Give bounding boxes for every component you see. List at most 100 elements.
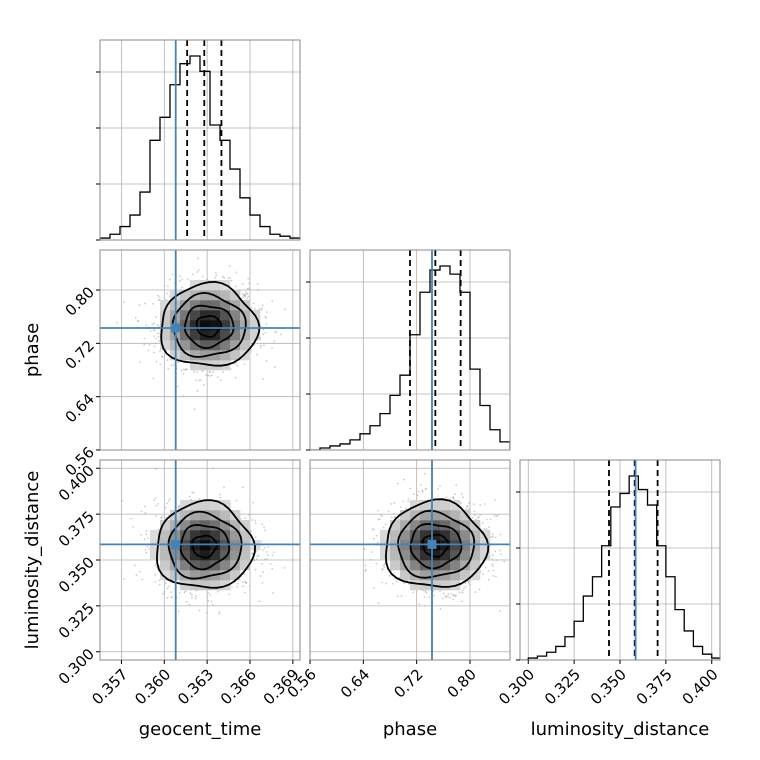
density-cell [190, 550, 201, 561]
sample-point [197, 257, 199, 260]
sample-point [252, 302, 255, 305]
sample-point [167, 285, 169, 288]
density-cell [220, 310, 231, 321]
sample-point [265, 558, 268, 560]
sample-point [265, 323, 268, 325]
density-cell [190, 570, 201, 581]
sample-point [483, 503, 486, 505]
sample-point [487, 526, 490, 529]
density-cell [230, 340, 241, 351]
sample-point [489, 518, 492, 521]
density-cell [200, 500, 211, 511]
sample-point [492, 575, 495, 577]
sample-point [376, 541, 379, 544]
sample-point [483, 527, 486, 530]
sample-point [235, 499, 238, 502]
density-cell [210, 500, 221, 511]
sample-point [207, 374, 210, 377]
sample-point [423, 472, 426, 475]
sample-point [413, 493, 415, 495]
sample-point [170, 591, 173, 594]
density-cell [200, 350, 211, 361]
ytick-phase-2: 0.72 [62, 337, 98, 373]
sample-point [439, 608, 442, 610]
density-cell [160, 550, 171, 561]
ytick-phase-1: 0.64 [62, 390, 98, 426]
sample-point [263, 344, 265, 347]
sample-point [195, 595, 198, 598]
xtick-phase-2: 0.72 [390, 665, 426, 701]
sample-point [418, 603, 421, 606]
sample-point [155, 337, 158, 340]
sample-point [134, 564, 136, 567]
contour-level-3 [155, 499, 257, 589]
sample-point [267, 554, 269, 557]
sample-point [267, 546, 270, 548]
sample-point [201, 275, 204, 278]
sample-point [251, 519, 254, 521]
sample-point [272, 592, 274, 594]
density-phase-luminosity_distance-plot [310, 460, 510, 660]
sample-point [183, 591, 186, 594]
density-cell [190, 320, 201, 331]
density-cell [400, 520, 411, 531]
density-geocent_time-luminosity_distance-plot [100, 460, 300, 660]
sample-point [258, 600, 261, 603]
sample-point [257, 289, 260, 291]
density-cell [410, 510, 421, 521]
sample-point [216, 590, 219, 593]
density-cell [150, 530, 161, 541]
sample-point [229, 276, 232, 279]
sample-point [143, 538, 146, 541]
sample-point [467, 581, 470, 584]
sample-point [448, 596, 451, 599]
density-cell [410, 580, 421, 591]
sample-point [363, 548, 366, 550]
sample-point [447, 593, 450, 596]
sample-point [236, 585, 238, 588]
sample-point [503, 560, 506, 563]
density-cell [420, 510, 431, 521]
density-cell [190, 530, 201, 541]
density-cell [250, 320, 261, 331]
sample-point [246, 297, 248, 300]
sample-point [205, 611, 208, 614]
sample-point [261, 549, 264, 552]
sample-point [200, 379, 202, 382]
sample-point [167, 367, 170, 370]
sample-point [218, 612, 221, 615]
density-cell [200, 300, 211, 311]
sample-point [261, 562, 263, 565]
xtick-geocent_time-1: 0.360 [131, 665, 174, 708]
sample-point [236, 582, 239, 585]
sample-point [154, 580, 157, 583]
density-cell [210, 530, 221, 541]
density-cell [410, 500, 421, 511]
density-cell [230, 570, 241, 581]
density-cell [460, 510, 471, 521]
sample-point [136, 320, 139, 323]
density-cell [470, 530, 481, 541]
sample-point [272, 551, 275, 554]
density-cell [240, 350, 251, 361]
density-cell [180, 560, 191, 571]
xtick-luminosity_distance-1: 0.325 [541, 665, 584, 708]
sample-point [396, 482, 399, 485]
density-cell [230, 550, 241, 561]
sample-point [153, 345, 156, 348]
density-cell [220, 290, 231, 301]
contour-level-1 [183, 304, 235, 350]
sample-point [262, 329, 265, 331]
sample-point [186, 600, 188, 603]
density-cell [240, 560, 251, 571]
sample-point [247, 295, 250, 298]
sample-point [146, 545, 149, 548]
density-cell [450, 530, 461, 541]
sample-point [494, 498, 496, 501]
density-cell [420, 520, 431, 531]
sample-point [122, 577, 125, 580]
sample-point [219, 379, 222, 382]
sample-point [265, 317, 267, 319]
density-cell [150, 550, 161, 561]
sample-point [145, 533, 147, 536]
